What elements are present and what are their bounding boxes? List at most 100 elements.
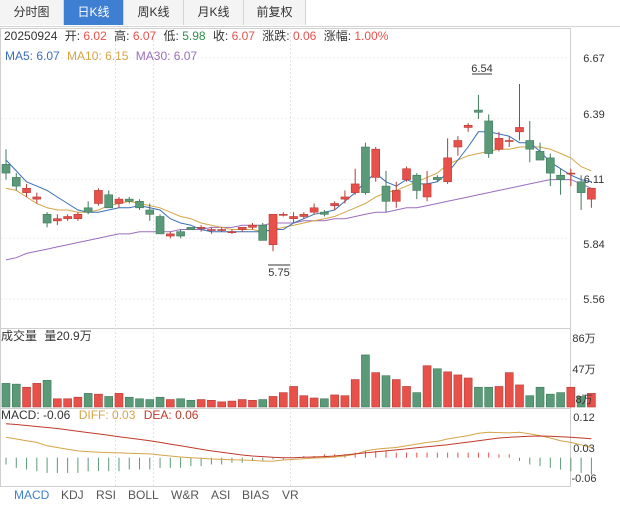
- candle-53: [535, 142, 545, 161]
- macd-legend: MACD: -0.06 DIFF: 0.03 DEA: 0.06: [1, 408, 199, 422]
- candle-body: [381, 185, 391, 202]
- volume-bar-39: [391, 379, 401, 408]
- ma-legend: MA5: 6.07 MA10: 6.15 MA30: 6.07: [5, 49, 197, 63]
- dea-line: [5, 423, 592, 459]
- candle-30: [299, 212, 309, 219]
- kline-chart[interactable]: 20250924 开: 6.02 高: 6.07 低: 5.98 收: 6.07…: [0, 0, 620, 487]
- volume-bar-55: [556, 392, 565, 408]
- volume-tick-1: 86万: [572, 333, 595, 345]
- candle-body: [576, 181, 586, 193]
- candle-37: [371, 147, 381, 182]
- ma5-legend: MA5: 6.07: [5, 49, 60, 63]
- candle-55: [556, 168, 565, 195]
- volume-value: 量20.9万: [44, 329, 91, 343]
- candle-46: [463, 123, 473, 132]
- price-tick-1: 6.67: [583, 53, 604, 65]
- candle-16: [155, 214, 165, 235]
- indicator-macd[interactable]: MACD: [14, 488, 50, 502]
- volume-bar-57: [576, 396, 586, 408]
- candle-31: [309, 203, 319, 215]
- volume-bar-28: [278, 392, 288, 408]
- candle-35: [350, 168, 360, 195]
- volume-bar-48: [484, 386, 493, 408]
- indicator-bias[interactable]: BIAS: [242, 488, 270, 502]
- indicator-vr[interactable]: VR: [282, 488, 299, 502]
- candle-19: [186, 227, 196, 230]
- candle-body: [186, 227, 196, 230]
- candle-body: [289, 216, 298, 219]
- candlesticks: [1, 84, 596, 252]
- price-tick-2: 6.39: [583, 109, 604, 121]
- close-label: 收:: [213, 29, 228, 43]
- tab-intraday[interactable]: 分时图: [0, 0, 64, 25]
- candle-2: [11, 173, 21, 191]
- tab-monthly-k[interactable]: 月K线: [184, 0, 244, 25]
- candle-56: [566, 168, 576, 187]
- indicator-asi[interactable]: ASI: [211, 488, 231, 502]
- candle-body: [248, 224, 257, 228]
- volume-bar-2: [11, 383, 21, 408]
- low-label: 低:: [164, 29, 179, 43]
- indicator-boll[interactable]: BOLL: [128, 488, 159, 502]
- volume-bar-20: [196, 399, 206, 408]
- volume-bar-11: [104, 396, 113, 408]
- open-label: 开:: [65, 29, 80, 43]
- tab-weekly-k[interactable]: 周K线: [124, 0, 184, 25]
- ma10-line: [5, 146, 592, 233]
- volume-bar-17: [166, 399, 175, 408]
- candle-9: [83, 201, 93, 215]
- period-tab-bar: 分时图 日K线 周K线 月K线 前复权: [0, 0, 620, 27]
- diff-value: DIFF: 0.03: [79, 408, 136, 422]
- tab-daily-k[interactable]: 日K线: [64, 0, 124, 25]
- indicator-wr[interactable]: W&R: [171, 488, 199, 502]
- volume-bar-9: [83, 393, 93, 408]
- indicator-nav: MACD KDJ RSI BOLL W&R ASI BIAS VR: [0, 487, 620, 506]
- candle-body: [443, 157, 452, 183]
- candle-25: [248, 223, 257, 230]
- candle-body: [320, 211, 329, 215]
- macd-tick-3: -0.06: [571, 473, 596, 485]
- candle-body: [176, 231, 185, 237]
- candle-body: [94, 190, 103, 204]
- volume-bar-4: [32, 383, 42, 408]
- macd-tick-2: 0.03: [573, 443, 594, 455]
- candle-body: [463, 125, 473, 128]
- candle-29: [289, 212, 298, 224]
- ma30-legend: MA30: 6.07: [136, 49, 198, 63]
- candle-20: [196, 225, 206, 232]
- volume-bar-58: [587, 393, 596, 408]
- volume-bar-29: [289, 386, 298, 408]
- volume-bar-36: [361, 354, 370, 408]
- candle-21: [207, 227, 216, 234]
- candle-body: [268, 214, 278, 246]
- volume-bar-53: [535, 386, 545, 408]
- candle-14: [135, 199, 144, 210]
- indicator-kdj[interactable]: KDJ: [61, 488, 84, 502]
- change-value: 0.06: [293, 29, 317, 43]
- dea-value: DEA: 0.06: [144, 408, 199, 422]
- ma10-legend: MA10: 6.15: [67, 49, 129, 63]
- candle-body: [83, 207, 93, 213]
- volume-bar-26: [258, 399, 268, 408]
- candle-body: [196, 227, 206, 229]
- macd-panel-frame: [0, 408, 571, 487]
- candle-body: [566, 172, 576, 175]
- volume-bar-37: [371, 372, 381, 408]
- indicator-rsi[interactable]: RSI: [96, 488, 117, 502]
- candle-body: [433, 177, 442, 180]
- volume-bar-5: [42, 380, 52, 408]
- candle-body: [402, 168, 411, 180]
- volume-bar-30: [299, 395, 309, 408]
- candle-18: [176, 229, 185, 239]
- candle-39: [391, 181, 401, 208]
- volume-bar-16: [155, 396, 165, 408]
- tab-forward-adjust[interactable]: 前复权: [244, 0, 306, 25]
- volume-tick-3: 8万: [575, 394, 592, 406]
- candle-body: [258, 224, 268, 241]
- candle-body: [63, 216, 72, 219]
- volume-bar-50: [504, 372, 514, 408]
- min-price-label: 5.75: [268, 267, 289, 279]
- volume-bar-1: [1, 383, 11, 408]
- volume-bar-45: [453, 374, 463, 408]
- volume-bar-44: [443, 371, 452, 408]
